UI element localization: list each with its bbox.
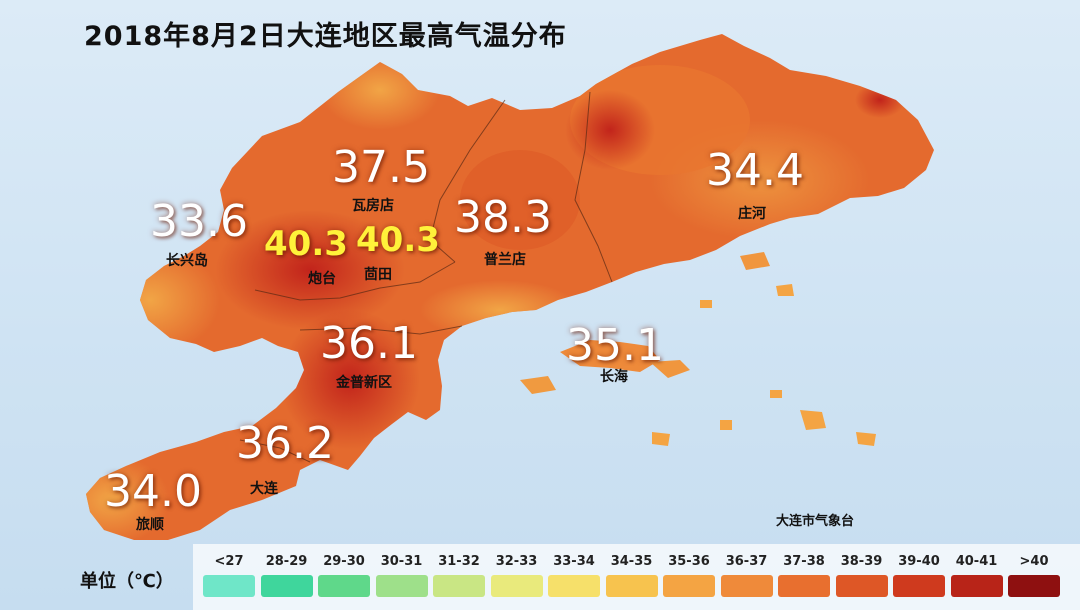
- legend-swatch: [663, 575, 715, 597]
- legend-item-label: 30-31: [380, 554, 423, 569]
- place-lushun: 旅顺: [136, 517, 164, 533]
- legend-item: >40: [1008, 544, 1060, 610]
- legend-swatch: [835, 575, 888, 597]
- legend-swatch: [318, 575, 370, 597]
- place-jinpu: 金普新区: [336, 375, 392, 391]
- legend-item: 36-37: [720, 544, 773, 610]
- legend-item-label: 39-40: [898, 554, 940, 569]
- legend-item-label: 34-35: [610, 554, 653, 569]
- temp-zhuanghe: 34.4: [706, 145, 804, 196]
- legend-item: 32-33: [490, 544, 543, 610]
- legend-item: 34-35: [605, 544, 658, 610]
- legend-swatch: [548, 575, 600, 597]
- legend-item-label: 37-38: [783, 554, 825, 569]
- legend-item-label: 33-34: [553, 554, 595, 569]
- temp-jinpu: 36.1: [320, 318, 418, 369]
- place-wafangdian: 瓦房店: [352, 198, 394, 214]
- source-label: 大连市气象台: [776, 514, 855, 529]
- legend-swatch: [893, 575, 945, 597]
- legend-item: 35-36: [663, 544, 715, 610]
- legend-item: 40-41: [950, 544, 1003, 610]
- temp-dingtian: 40.3: [356, 220, 440, 260]
- place-zhuanghe: 庄河: [738, 206, 766, 222]
- legend-swatch: [605, 575, 658, 597]
- legend-item-label: 29-30: [323, 554, 365, 569]
- temp-pulandian: 38.3: [454, 192, 552, 243]
- legend-item: 31-32: [433, 544, 485, 610]
- legend: <27 28-29 29-30 30-31 31-32 32-33 33-34 34-35 35…: [193, 544, 1080, 610]
- legend-item: 29-30: [318, 544, 370, 610]
- legend-swatch: [433, 575, 485, 597]
- temp-wafangdian: 37.5: [332, 142, 430, 193]
- legend-item-label: 32-33: [495, 554, 538, 569]
- temp-changhai: 35.1: [566, 320, 664, 371]
- legend-item: 33-34: [548, 544, 600, 610]
- legend-item: 28-29: [260, 544, 313, 610]
- legend-item: <27: [203, 544, 255, 610]
- place-dalian: 大连: [250, 481, 278, 497]
- place-changhai: 长海: [600, 369, 628, 385]
- legend-item: 30-31: [375, 544, 428, 610]
- place-paotai: 炮台: [308, 271, 336, 287]
- legend-item: 37-38: [778, 544, 830, 610]
- legend-swatch: [778, 575, 830, 597]
- temp-dalian: 36.2: [236, 418, 334, 469]
- temp-changxingdao: 33.6: [150, 196, 248, 247]
- place-pulandian: 普兰店: [484, 252, 526, 268]
- legend-item-label: >40: [1019, 554, 1049, 569]
- temp-paotai: 40.3: [264, 224, 348, 264]
- legend-swatch: [950, 575, 1003, 597]
- legend-item-label: <27: [214, 554, 244, 569]
- legend-swatch: [1008, 575, 1060, 597]
- legend-swatch: [490, 575, 543, 597]
- legend-swatch: [203, 575, 255, 597]
- place-dingtian: 茴田: [364, 267, 392, 283]
- legend-item-label: 38-39: [840, 554, 883, 569]
- legend-unit-label: 单位（℃）: [80, 571, 174, 592]
- legend-swatch: [260, 575, 313, 597]
- legend-swatch: [720, 575, 773, 597]
- temp-lushun: 34.0: [104, 466, 202, 517]
- legend-item-label: 31-32: [438, 554, 480, 569]
- legend-item-label: 28-29: [265, 554, 308, 569]
- map-title: 2018年8月2日大连地区最高气温分布: [84, 21, 567, 52]
- legend-item: 38-39: [835, 544, 888, 610]
- legend-swatch: [375, 575, 428, 597]
- legend-item: 39-40: [893, 544, 945, 610]
- legend-item-label: 35-36: [668, 554, 710, 569]
- place-changxingdao: 长兴岛: [166, 253, 208, 269]
- legend-item-label: 36-37: [725, 554, 768, 569]
- legend-item-label: 40-41: [955, 554, 998, 569]
